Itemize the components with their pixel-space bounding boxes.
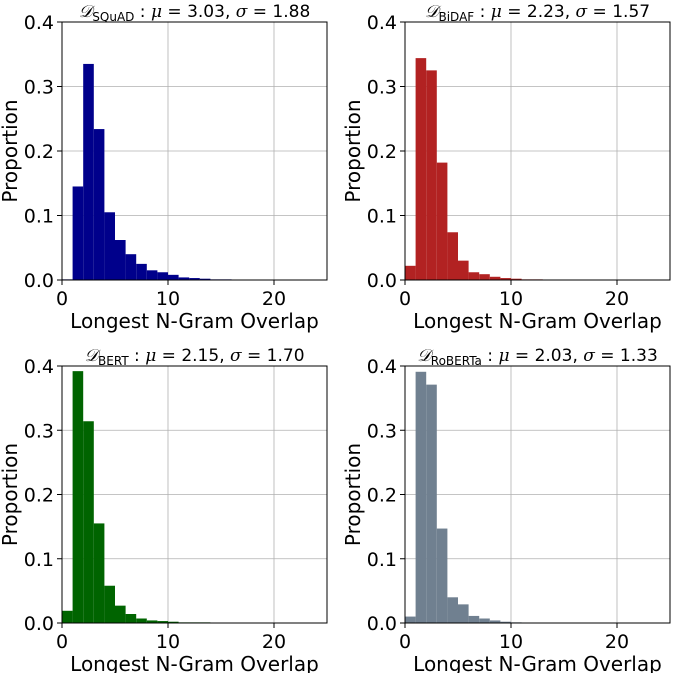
histogram-bar — [458, 260, 469, 280]
x-axis-label: Longest N-Gram Overlap — [413, 309, 662, 333]
histogram-bar — [405, 616, 416, 623]
y-axis-label: Proportion — [0, 99, 22, 202]
histogram-panel-roberta: 0 10 20 0.0 0.1 0.2 0.3 0.4 Longest N-Gram Overl… — [341, 346, 671, 673]
histogram-bar — [72, 186, 84, 280]
histogram-panel-bidaf: 0 10 20 0.0 0.1 0.2 0.3 0.4 Longest N-Gram Overl… — [341, 2, 671, 333]
histogram-bar — [426, 70, 437, 280]
histogram-bar — [458, 604, 469, 623]
y-tick-label: 0.2 — [367, 485, 397, 507]
histogram-bar — [479, 274, 490, 280]
y-tick-label: 0.0 — [24, 613, 54, 635]
chart-title: 𝒟BiDAF : μ = 2.23, σ = 1.57 — [425, 2, 650, 24]
histogram-bar — [447, 597, 458, 623]
chart-title: 𝒟RoBERTa : μ = 2.03, σ = 1.33 — [417, 346, 658, 368]
histogram-bar — [168, 274, 179, 280]
x-tick-label: 20 — [605, 631, 629, 653]
histogram-bar — [415, 371, 427, 623]
histogram-bar — [405, 265, 416, 280]
histogram-bar — [168, 621, 179, 623]
x-tick-label: 10 — [156, 288, 180, 310]
histogram-bar — [115, 605, 126, 623]
histogram-bar — [83, 63, 94, 280]
y-tick-label: 0.3 — [24, 420, 54, 442]
histogram-bar — [500, 621, 511, 623]
y-tick-label: 0.1 — [367, 206, 397, 228]
histogram-bar — [146, 270, 158, 280]
histogram-panel-squad: 0 10 20 0.0 0.1 0.2 0.3 0.4 Longest N-Gram Overl… — [0, 2, 328, 333]
histogram-bar — [447, 232, 458, 280]
x-axis-label: Longest N-Gram Overlap — [413, 652, 662, 673]
histogram-bar — [104, 585, 115, 623]
histogram-bar — [479, 618, 490, 623]
y-tick-label: 0.4 — [367, 12, 397, 34]
histogram-bar — [125, 614, 137, 623]
histogram-bar — [157, 272, 168, 280]
y-tick-label: 0.2 — [24, 141, 54, 163]
x-tick-label: 0 — [56, 288, 68, 310]
y-tick-label: 0.1 — [24, 549, 54, 571]
histogram-bar — [489, 276, 501, 280]
x-tick-label: 0 — [56, 631, 68, 653]
histogram-bar — [178, 277, 190, 280]
y-tick-label: 0.2 — [367, 141, 397, 163]
histogram-bar — [436, 162, 448, 280]
y-tick-label: 0.1 — [24, 206, 54, 228]
y-tick-label: 0.4 — [24, 356, 54, 378]
histogram-bar — [468, 615, 480, 623]
y-tick-label: 0.3 — [367, 420, 397, 442]
x-tick-label: 20 — [262, 288, 286, 310]
histogram-bar — [136, 263, 147, 280]
y-tick-label: 0.4 — [367, 356, 397, 378]
chart-title: 𝒟SQuAD : μ = 3.03, σ = 1.88 — [79, 2, 311, 24]
y-axis-label: Proportion — [341, 443, 365, 546]
y-axis-label: Proportion — [341, 99, 365, 202]
chart-title: 𝒟BERT : μ = 2.15, σ = 1.70 — [84, 346, 304, 368]
histogram-bar — [146, 620, 158, 623]
y-tick-label: 0.3 — [24, 77, 54, 99]
histogram-bar — [62, 610, 73, 623]
histogram-bar — [104, 212, 115, 280]
histogram-bar — [157, 621, 168, 623]
y-tick-label: 0.0 — [367, 613, 397, 635]
histogram-bar — [189, 278, 200, 280]
histogram-panel-bert: 0 10 20 0.0 0.1 0.2 0.3 0.4 Longest N-Gram Overl… — [0, 346, 328, 673]
histogram-bar — [115, 240, 126, 280]
x-tick-label: 10 — [156, 631, 180, 653]
histogram-bar — [489, 620, 501, 623]
histogram-bar — [500, 278, 511, 280]
x-tick-label: 10 — [499, 631, 523, 653]
histogram-bar — [93, 129, 105, 280]
histogram-bar — [125, 254, 137, 280]
histogram-bar — [93, 523, 105, 623]
y-tick-label: 0.3 — [367, 77, 397, 99]
histogram-bar — [199, 278, 211, 280]
x-axis-label: Longest N-Gram Overlap — [70, 652, 319, 673]
x-axis-label: Longest N-Gram Overlap — [70, 309, 319, 333]
histogram-bar — [83, 421, 94, 623]
y-tick-label: 0.0 — [24, 270, 54, 292]
y-tick-label: 0.2 — [24, 485, 54, 507]
histogram-bar — [511, 278, 522, 280]
histogram-bar — [136, 618, 147, 623]
y-axis-label: Proportion — [0, 443, 22, 546]
histogram-bar — [72, 371, 84, 623]
y-tick-label: 0.1 — [367, 549, 397, 571]
x-tick-label: 10 — [499, 288, 523, 310]
x-tick-label: 0 — [399, 631, 411, 653]
x-tick-label: 0 — [399, 288, 411, 310]
histogram-bar — [436, 528, 448, 623]
histogram-bar — [415, 58, 427, 281]
x-tick-label: 20 — [605, 288, 629, 310]
histogram-bar — [426, 384, 437, 623]
x-tick-label: 20 — [262, 631, 286, 653]
y-tick-label: 0.4 — [24, 12, 54, 34]
histogram-bar — [468, 272, 480, 280]
y-tick-label: 0.0 — [367, 270, 397, 292]
